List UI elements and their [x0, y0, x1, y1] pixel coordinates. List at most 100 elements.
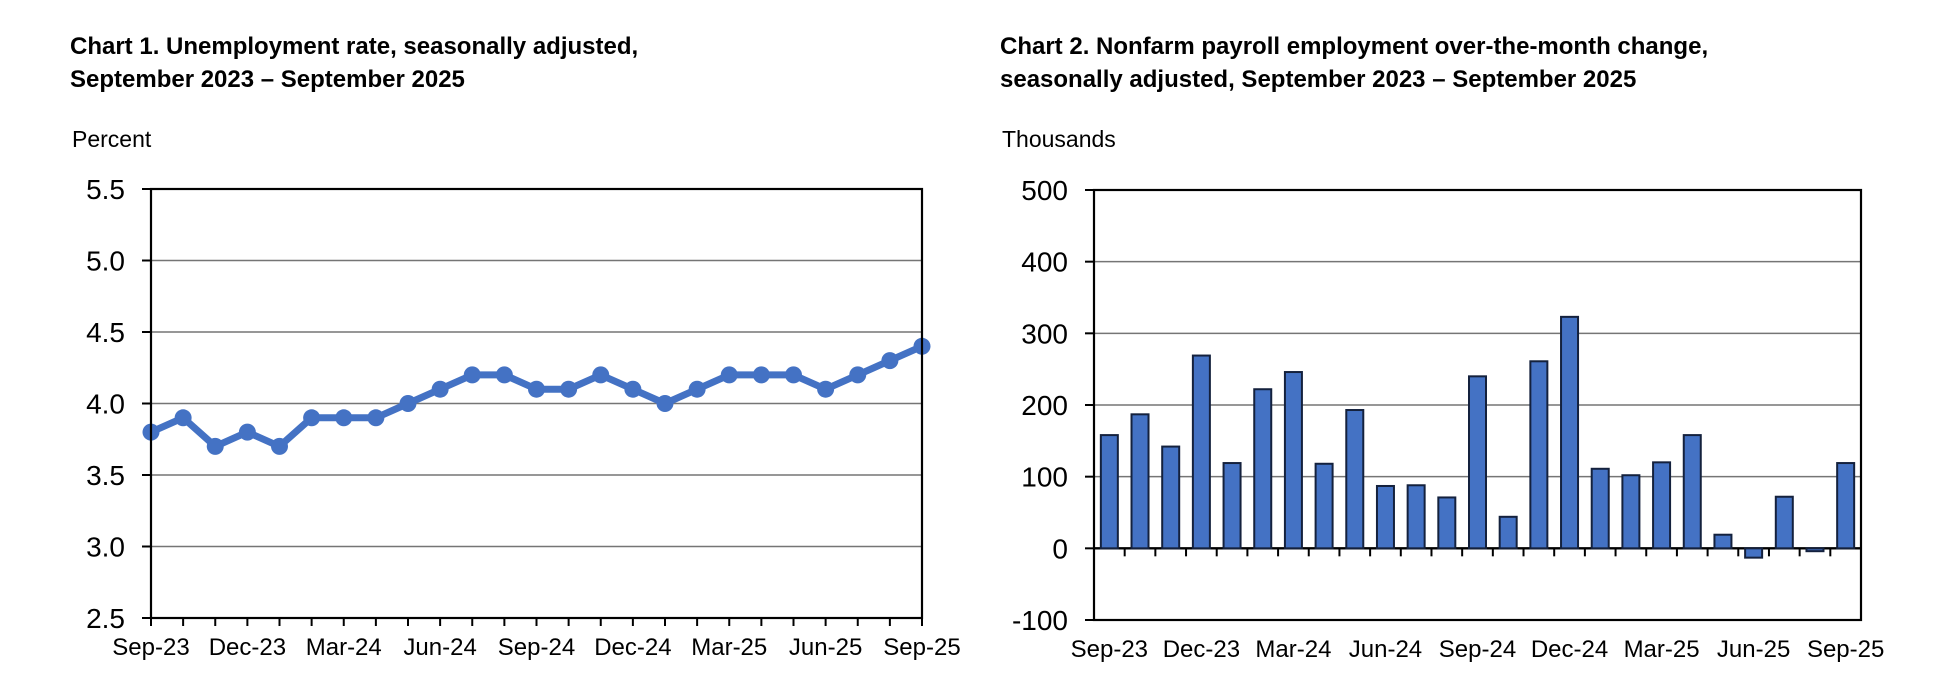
data-point-marker: [206, 437, 224, 455]
x-axis: Sep-23 Dec-23 Mar-24 Jun-24 Sep-24 Dec-24 Mar-…: [1071, 548, 1884, 663]
y-axis: 5.5 5.0 4.5 4.0 3.5 3.0 2.5: [86, 174, 151, 634]
data-point-marker: [238, 423, 256, 441]
data-point-marker: [335, 409, 353, 427]
bar: [1468, 375, 1487, 550]
chart2-title-line1: Chart 2. Nonfarm payroll employment over…: [1000, 33, 1709, 60]
data-point-marker: [174, 409, 192, 427]
bar: [1713, 533, 1733, 550]
chart1-title-line2: September 2023 – September 2025: [70, 66, 465, 93]
bar-series: [1099, 315, 1856, 559]
x-tick-label: Sep-25: [883, 634, 960, 661]
x-tick-label: Jun-24: [1349, 636, 1422, 663]
data-point-marker: [463, 366, 481, 384]
chart2-y-axis-unit-label: Thousands: [1002, 126, 1116, 152]
gridlines: [151, 259, 922, 548]
bar: [1314, 462, 1334, 550]
bar: [1130, 413, 1150, 550]
data-point-marker: [817, 380, 835, 398]
y-axis: 500 400 300 200 100 0 -100: [1012, 175, 1094, 636]
bar: [1253, 388, 1273, 550]
x-tick-label: Dec-23: [1163, 636, 1240, 663]
y-tick-label: 4.0: [86, 389, 125, 420]
chart2-title-line2: seasonally adjusted, September 2023 – Se…: [1000, 66, 1637, 93]
y-tick-label: 3.5: [86, 460, 125, 491]
y-tick-label: 3.0: [86, 532, 125, 563]
data-point-marker: [560, 380, 578, 398]
x-tick-label: Sep-23: [112, 634, 189, 661]
data-point-marker: [656, 395, 674, 412]
data-point-marker: [688, 380, 706, 398]
x-tick-label: Sep-23: [1071, 636, 1148, 663]
chart2-nonfarm-payroll-figure: Chart 2. Nonfarm payroll employment over…: [1000, 30, 1944, 690]
chart1-title: Chart 1. Unemployment rate, seasonally a…: [70, 30, 980, 96]
x-tick-label: Jun-24: [403, 634, 476, 661]
data-point-marker: [849, 366, 867, 384]
bar: [1652, 461, 1672, 550]
data-point-marker: [399, 395, 417, 412]
bar: [1283, 371, 1303, 550]
x-tick-label: Dec-24: [594, 634, 671, 661]
bar: [1744, 547, 1764, 559]
x-tick-label: Jun-25: [789, 634, 862, 661]
bar: [1345, 409, 1365, 550]
data-point-marker: [881, 352, 899, 370]
data-point-marker: [495, 366, 513, 384]
bar: [1375, 484, 1395, 550]
data-point-marker: [785, 366, 802, 384]
bar: [1774, 495, 1794, 550]
bar: [1406, 484, 1426, 550]
x-axis: Sep-23 Dec-23 Mar-24 Jun-24 Sep-24 Dec-24 Mar-…: [112, 618, 961, 661]
x-tick-label: Mar-24: [306, 634, 382, 661]
bar: [1099, 434, 1119, 550]
bar: [1161, 445, 1181, 550]
chart1-title-line1: Chart 1. Unemployment rate, seasonally a…: [70, 33, 639, 60]
data-point-marker: [271, 437, 288, 455]
chart1-y-axis-unit-label: Percent: [72, 126, 152, 152]
y-tick-label: -100: [1012, 605, 1068, 636]
y-tick-label: 5.0: [86, 246, 125, 277]
x-tick-label: Sep-24: [498, 634, 575, 661]
bar: [1621, 474, 1641, 550]
y-tick-label: 400: [1021, 247, 1068, 278]
bar: [1529, 360, 1549, 550]
y-tick-label: 0: [1052, 533, 1068, 564]
bar: [1560, 315, 1580, 550]
bar: [1682, 434, 1702, 550]
bar: [1191, 354, 1211, 550]
bar: [1805, 547, 1825, 553]
y-tick-label: 200: [1021, 390, 1068, 421]
x-tick-label: Mar-24: [1255, 636, 1331, 663]
x-tick-label: Mar-25: [1624, 636, 1700, 663]
data-point-marker: [528, 380, 545, 398]
y-tick-label: 300: [1021, 318, 1068, 349]
x-tick-label: Mar-25: [691, 634, 767, 661]
bar: [1437, 496, 1457, 550]
bar: [1498, 515, 1518, 550]
x-tick-label: Sep-25: [1807, 636, 1884, 663]
data-point-marker: [752, 366, 770, 384]
y-tick-label: 100: [1021, 462, 1068, 493]
data-point-marker: [303, 409, 321, 427]
bar: [1222, 462, 1242, 550]
x-tick-label: Dec-23: [209, 634, 286, 661]
y-tick-label: 5.5: [86, 174, 125, 205]
plot-border: [149, 187, 924, 620]
chart2-title: Chart 2. Nonfarm payroll employment over…: [1000, 30, 1944, 96]
data-point-marker: [592, 366, 610, 384]
y-tick-label: 2.5: [86, 603, 125, 634]
bar: [1836, 462, 1856, 550]
bar: [1590, 467, 1610, 550]
data-point-marker: [624, 380, 642, 398]
data-point-marker: [367, 409, 385, 427]
x-tick-label: Jun-25: [1717, 636, 1790, 663]
y-tick-label: 4.5: [86, 317, 125, 348]
y-tick-label: 500: [1021, 175, 1068, 206]
line-series: [142, 337, 931, 455]
plot-border: [1092, 188, 1863, 622]
x-tick-label: Sep-24: [1439, 636, 1516, 663]
data-point-marker: [720, 366, 738, 384]
x-tick-label: Dec-24: [1531, 636, 1608, 663]
